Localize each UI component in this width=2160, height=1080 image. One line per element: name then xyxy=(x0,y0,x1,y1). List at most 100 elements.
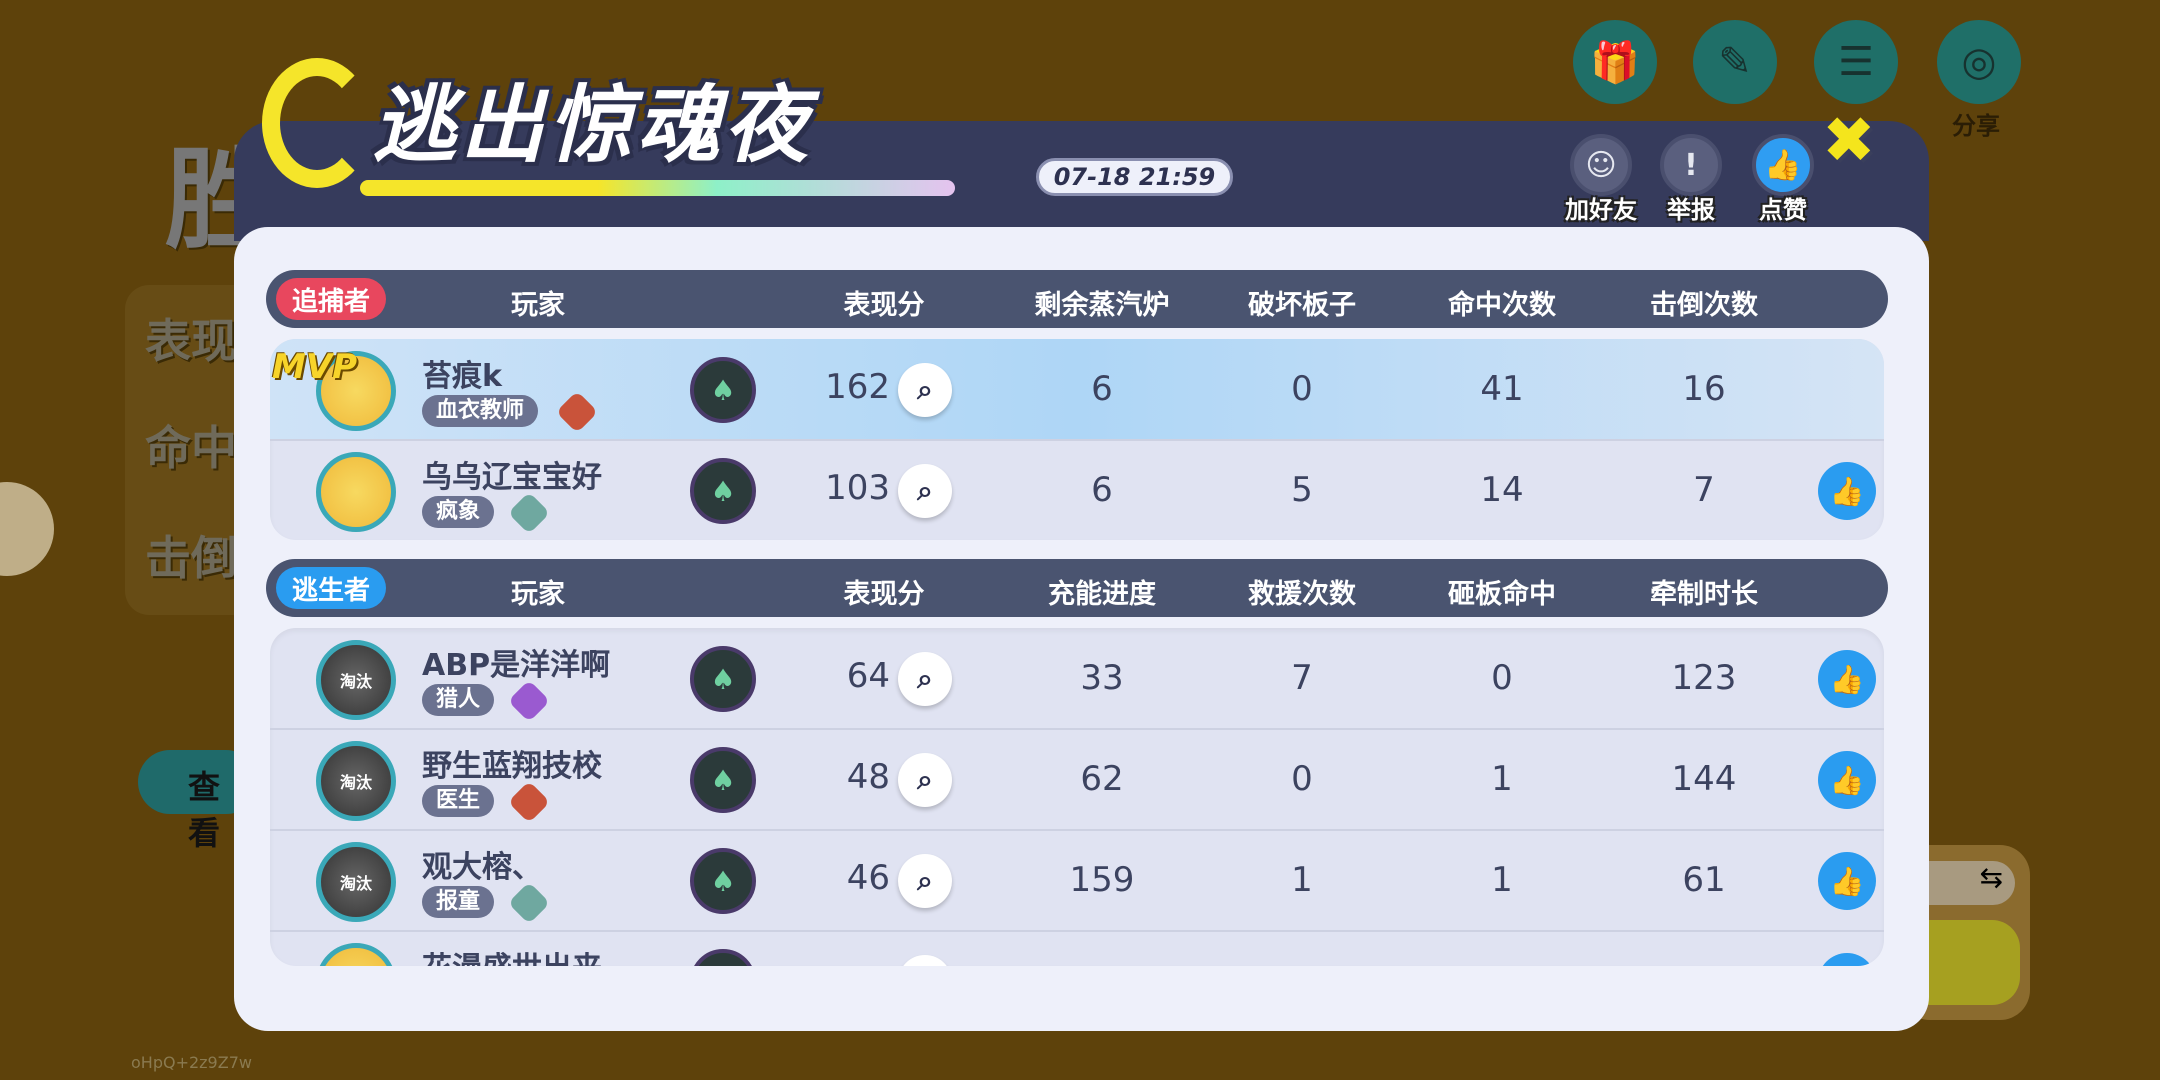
performance-score: 162 xyxy=(825,367,890,407)
hunter-rows: MVP 苔痕k 血衣教师 ♠ 162 ⌕ 6 0 41 16 乌乌辽宝宝好 疯象 ♠ 1… xyxy=(270,339,1884,540)
background-label: 表现 xyxy=(145,314,237,368)
view-details-button[interactable]: ⌕ xyxy=(898,955,952,966)
column-header: 砸板命中 xyxy=(1448,579,1556,610)
result-panel-body: 追捕者 玩家 表现分 剩余蒸汽炉 破坏板子 命中次数 击倒次数 MVP 苔痕k 血衣教师 ♠… xyxy=(234,227,1929,1031)
like-label: 点赞 xyxy=(1759,196,1807,224)
avatar[interactable] xyxy=(316,943,396,966)
match-date: 07-18 21:59 xyxy=(1036,158,1233,196)
character-badge-icon: ♠ xyxy=(690,458,756,524)
page-title: 逃出惊魂夜 xyxy=(372,76,813,174)
like-player-button[interactable]: 👍 xyxy=(1818,462,1876,520)
performance-score: 64 xyxy=(846,656,890,696)
stat-value: 6 xyxy=(1091,369,1113,409)
stat-value: 0 xyxy=(1291,369,1313,409)
player-name: ABP是洋洋啊 xyxy=(422,648,611,683)
stat-value: 159 xyxy=(1069,860,1135,900)
character-badge-icon: ♠ xyxy=(690,646,756,712)
eliminated-label: 淘汰 xyxy=(339,874,372,893)
rank-icon xyxy=(555,390,599,434)
stat-value: 144 xyxy=(1671,759,1737,799)
stat-value: 16 xyxy=(1682,369,1726,409)
column-header: 表现分 xyxy=(843,290,925,321)
report-label: 举报 xyxy=(1667,196,1715,224)
background-label: 命中 xyxy=(145,421,237,475)
stat-value: 62 xyxy=(1080,759,1124,799)
character-role: 疯象 xyxy=(422,496,495,528)
performance-score: 103 xyxy=(825,468,890,508)
add-friend-button[interactable]: ☺ xyxy=(1570,134,1632,196)
player-name: 花漫盛世出来 xyxy=(422,943,602,966)
view-details-button[interactable]: ⌕ xyxy=(898,363,952,417)
view-details-button[interactable]: ⌕ xyxy=(898,464,952,518)
column-header: 充能进度 xyxy=(1048,579,1156,610)
column-header: 玩家 xyxy=(511,579,565,610)
puzzle-icon[interactable] xyxy=(0,482,54,576)
view-details-button[interactable]: ⌕ xyxy=(898,753,952,807)
column-header: 救援次数 xyxy=(1248,579,1356,610)
rate-icon[interactable]: ✎ xyxy=(1693,20,1777,104)
stat-value: 1 xyxy=(1291,860,1313,900)
like-player-button[interactable]: 👍 xyxy=(1818,751,1876,809)
title-underline xyxy=(360,180,955,196)
stat-value: 41 xyxy=(1480,369,1524,409)
column-header: 剩余蒸汽炉 xyxy=(1034,290,1170,321)
survivor-rows: 淘汰 ABP是洋洋啊 猎人 ♠ 64 ⌕ 33 7 0 123 👍 淘汰 野生蓝翔技校 医… xyxy=(270,628,1884,966)
watermark: oHpQ+2z9Z7w xyxy=(131,1053,252,1072)
avatar[interactable] xyxy=(316,452,396,532)
survivor-table-header: 逃生者 玩家 表现分 充能进度 救援次数 砸板命中 牵制时长 xyxy=(266,559,1888,617)
avatar[interactable]: 淘汰 xyxy=(316,741,396,821)
view-details-button[interactable]: ⌕ xyxy=(898,652,952,706)
table-row: 淘汰 观大榕、 报童 ♠ 46 ⌕ 159 1 1 61 👍 xyxy=(270,830,1884,932)
thumbs-up-icon: 👍 xyxy=(1829,763,1865,797)
mvp-badge: MVP xyxy=(272,347,358,387)
rank-icon xyxy=(507,881,551,925)
background-label: 击倒 xyxy=(145,531,237,585)
table-row: 淘汰 ABP是洋洋啊 猎人 ♠ 64 ⌕ 33 7 0 123 👍 xyxy=(270,628,1884,730)
column-header: 牵制时长 xyxy=(1650,579,1758,610)
column-header: 表现分 xyxy=(843,579,925,610)
table-row: MVP 苔痕k 血衣教师 ♠ 162 ⌕ 6 0 41 16 xyxy=(270,339,1884,441)
view-details-button[interactable]: ⌕ xyxy=(898,854,952,908)
character-badge-icon: ♠ xyxy=(690,747,756,813)
like-all-button[interactable]: 👍 xyxy=(1752,134,1814,196)
avatar[interactable] xyxy=(316,351,396,431)
stat-value: 1 xyxy=(1491,759,1513,799)
stat-value: 0 xyxy=(1291,759,1313,799)
hunter-table-header: 追捕者 玩家 表现分 剩余蒸汽炉 破坏板子 命中次数 击倒次数 xyxy=(266,270,1888,328)
rank-icon xyxy=(507,780,551,824)
avatar[interactable]: 淘汰 xyxy=(316,842,396,922)
close-icon: ✖ xyxy=(1822,104,1876,178)
avatar[interactable]: 淘汰 xyxy=(316,640,396,720)
add-friend-label: 加好友 xyxy=(1565,196,1637,224)
character-badge-icon: ♠ xyxy=(690,848,756,914)
eliminated-label: 淘汰 xyxy=(339,672,372,691)
column-header: 击倒次数 xyxy=(1650,290,1758,321)
thumbs-up-icon: 👍 xyxy=(1829,662,1865,696)
rank-icon xyxy=(507,491,551,535)
close-button[interactable]: ✖ xyxy=(1822,104,1876,178)
thumbs-up-icon: 👍 xyxy=(1830,966,1865,967)
stat-value: 0 xyxy=(1491,658,1513,698)
report-button[interactable]: ! xyxy=(1660,134,1722,196)
survivor-tag: 逃生者 xyxy=(276,567,386,609)
stat-value: 1 xyxy=(1491,860,1513,900)
gift-icon[interactable]: 🎁 xyxy=(1573,20,1657,104)
thumbs-up-icon: 👍 xyxy=(1764,147,1802,183)
camera-icon[interactable]: ◎ xyxy=(1937,20,2021,104)
stat-value: 33 xyxy=(1080,658,1124,698)
character-role: 猎人 xyxy=(422,684,495,716)
list-icon[interactable]: ☰ xyxy=(1814,20,1898,104)
column-header: 玩家 xyxy=(511,290,565,321)
column-header: 破坏板子 xyxy=(1248,290,1356,321)
stat-value: 7 xyxy=(1693,470,1715,510)
hunter-tag: 追捕者 xyxy=(276,278,386,320)
player-name: 观大榕、 xyxy=(422,850,542,885)
rank-icon xyxy=(507,679,551,723)
like-player-button[interactable]: 👍 xyxy=(1818,953,1876,966)
table-row: 淘汰 野生蓝翔技校 医生 ♠ 48 ⌕ 62 0 1 144 👍 xyxy=(270,729,1884,831)
table-row: 乌乌辽宝宝好 疯象 ♠ 103 ⌕ 6 5 14 7 👍 xyxy=(270,440,1884,540)
like-player-button[interactable]: 👍 xyxy=(1818,852,1876,910)
performance-score: 48 xyxy=(846,757,890,797)
stat-value: 6 xyxy=(1091,470,1113,510)
like-player-button[interactable]: 👍 xyxy=(1818,650,1876,708)
